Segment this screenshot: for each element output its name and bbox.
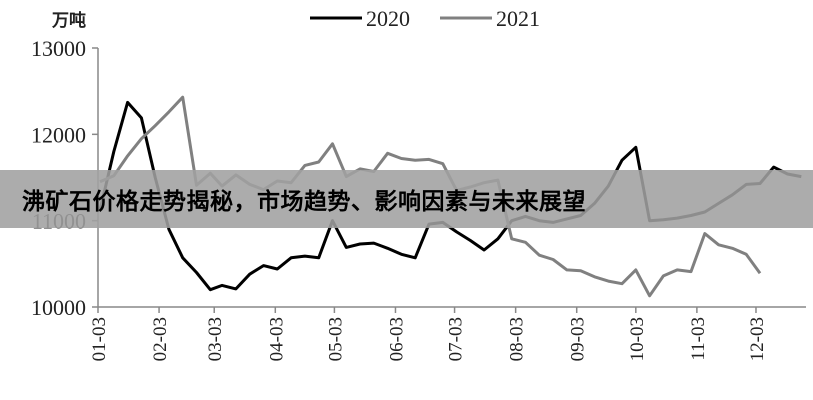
legend-label-2021: 2021: [496, 6, 540, 31]
x-tick-label: 02-03: [150, 317, 171, 361]
x-tick-label: 05-03: [325, 317, 346, 361]
legend-label-2020: 2020: [366, 6, 410, 31]
y-axis-unit: 万吨: [51, 10, 86, 31]
x-tick-label: 11-03: [688, 317, 709, 361]
banner-title: 沸矿石价格走势揭秘，市场趋势、影响因素与未来展望: [22, 189, 586, 215]
x-tick-label: 01-03: [89, 317, 110, 361]
axes: 1000011000120001300001-0302-0303-0304-03…: [31, 36, 806, 361]
title-banner: 沸矿石价格走势揭秘，市场趋势、影响因素与未来展望: [0, 170, 813, 228]
x-tick-label: 03-03: [205, 317, 226, 361]
y-tick-label: 12000: [31, 122, 86, 147]
y-tick-label: 13000: [31, 36, 86, 61]
x-tick-label: 09-03: [568, 317, 589, 361]
x-tick-label: 08-03: [507, 317, 528, 361]
x-tick-label: 04-03: [266, 317, 287, 361]
x-tick-label: 07-03: [446, 317, 467, 361]
legend: 2020 2021: [310, 6, 540, 31]
x-tick-label: 10-03: [627, 317, 648, 361]
y-tick-label: 10000: [31, 295, 86, 320]
x-tick-label: 06-03: [386, 317, 407, 361]
x-tick-label: 12-03: [747, 317, 768, 361]
